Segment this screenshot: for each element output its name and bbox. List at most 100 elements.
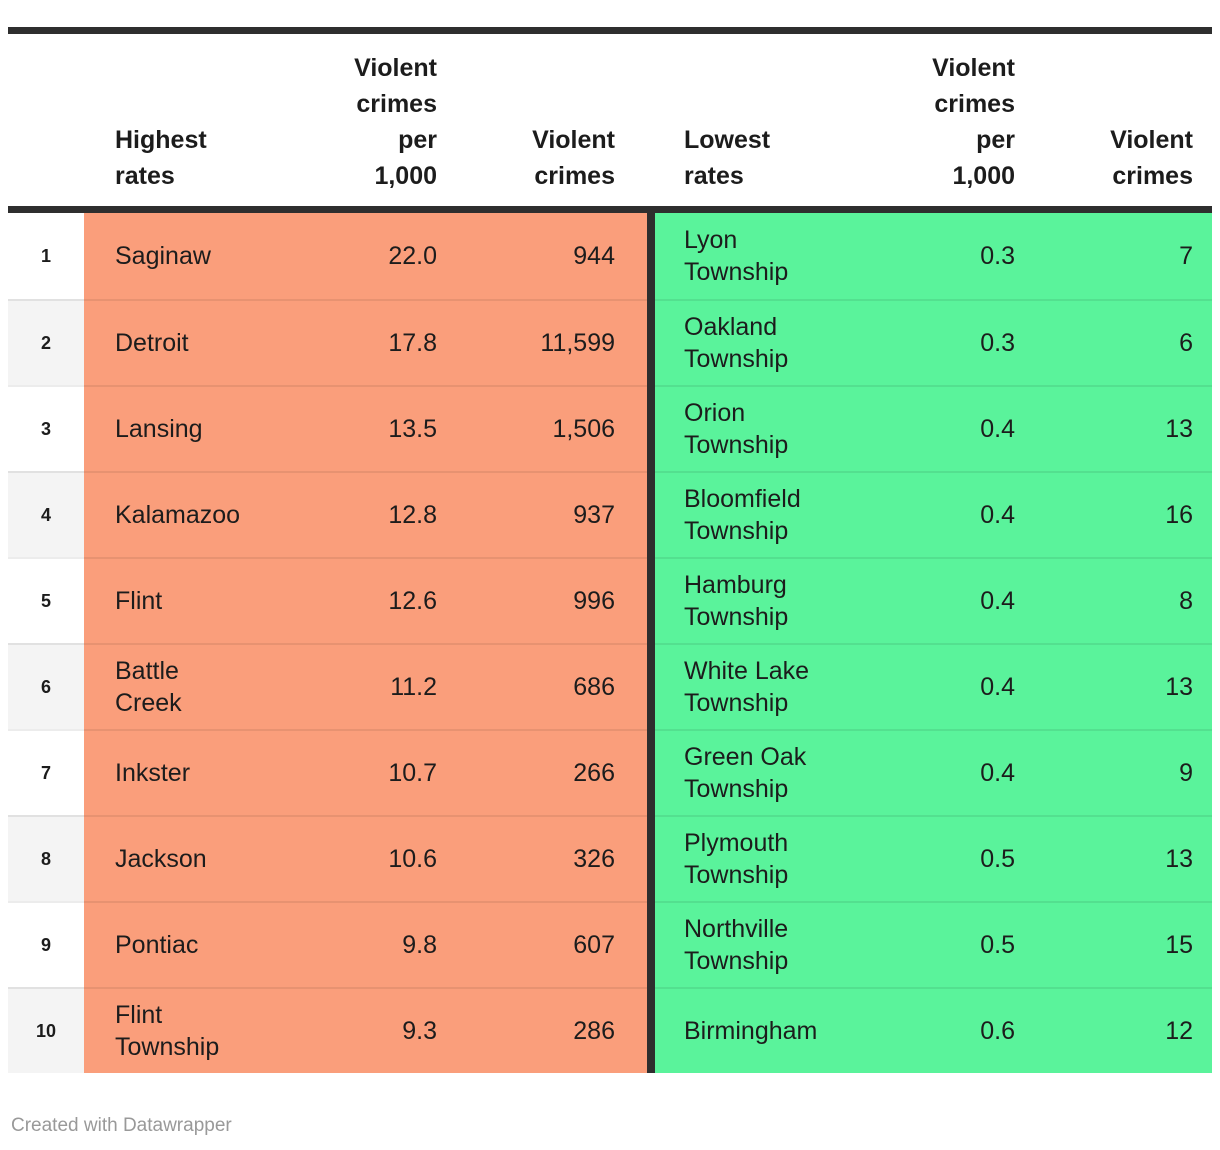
- highest-rate-cell: 9.8: [284, 901, 437, 987]
- lowest-rate-cell: 0.3: [865, 213, 1015, 299]
- lowest-name-cell: Hamburg Township: [655, 557, 865, 643]
- lowest-name-cell: Northville Township: [655, 901, 865, 987]
- section-divider: [647, 815, 655, 901]
- section-divider: [647, 213, 655, 299]
- highest-rates-header: Highest rates: [115, 126, 207, 190]
- lowest-name-cell: Green Oak Township: [655, 729, 865, 815]
- rank-cell: 3: [8, 385, 84, 471]
- lowest-name-cell: Oakland Township: [655, 299, 865, 385]
- lowest-rate-cell: 0.4: [865, 643, 1015, 729]
- lowest-violent-crimes-header: Violent crimes: [1110, 126, 1193, 190]
- table-chart: Highest rates Violent crimes per 1,000 V…: [8, 27, 1212, 1073]
- rank-header-cell: [8, 34, 84, 206]
- highest-name-cell: Inkster: [84, 729, 284, 815]
- lowest-rates-header: Lowest rates: [684, 126, 771, 190]
- lowest-crimes-cell: 12: [1015, 987, 1212, 1073]
- table-row: 5 Flint 12.6 996 Hamburg Township 0.4 8: [8, 557, 1212, 643]
- lowest-crimes-cell: 6: [1015, 299, 1212, 385]
- highest-crimes-cell: 266: [437, 729, 647, 815]
- lowest-rate-cell: 0.5: [865, 901, 1015, 987]
- rank-cell: 6: [8, 643, 84, 729]
- highest-name-cell: Pontiac: [84, 901, 284, 987]
- highest-violent-crimes-header: Violent crimes: [532, 126, 615, 190]
- lowest-crimes-cell: 8: [1015, 557, 1212, 643]
- section-divider-header-cell: [647, 34, 655, 206]
- highest-name-cell: Flint: [84, 557, 284, 643]
- lowest-crimes-cell: 13: [1015, 643, 1212, 729]
- lowest-name-cell: Birmingham: [655, 987, 865, 1073]
- highest-name-cell: Jackson: [84, 815, 284, 901]
- table-row: 6 Battle Creek 11.2 686 White Lake Towns…: [8, 643, 1212, 729]
- highest-rate-cell: 22.0: [284, 213, 437, 299]
- table-row: 7 Inkster 10.7 266 Green Oak Township 0.…: [8, 729, 1212, 815]
- rank-cell: 10: [8, 987, 84, 1073]
- highest-crimes-cell: 937: [437, 471, 647, 557]
- rank-cell: 2: [8, 299, 84, 385]
- highest-rate-cell: 12.8: [284, 471, 437, 557]
- highest-crimes-cell: 326: [437, 815, 647, 901]
- table-row: 3 Lansing 13.5 1,506 Orion Township 0.4 …: [8, 385, 1212, 471]
- highest-rate-cell: 9.3: [284, 987, 437, 1073]
- highest-crimes-cell: 944: [437, 213, 647, 299]
- highest-rate-per-1000-header: Violent crimes per 1,000: [354, 54, 437, 190]
- table-row: 9 Pontiac 9.8 607 Northville Township 0.…: [8, 901, 1212, 987]
- highest-rate-cell: 13.5: [284, 385, 437, 471]
- highest-name-cell: Flint Township: [84, 987, 284, 1073]
- highest-crimes-cell: 286: [437, 987, 647, 1073]
- highest-rate-cell: 10.7: [284, 729, 437, 815]
- rank-cell: 4: [8, 471, 84, 557]
- lowest-rate-cell: 0.6: [865, 987, 1015, 1073]
- highest-name-cell: Detroit: [84, 299, 284, 385]
- section-divider: [647, 557, 655, 643]
- section-divider: [647, 385, 655, 471]
- section-divider: [647, 299, 655, 385]
- lowest-crimes-cell: 9: [1015, 729, 1212, 815]
- table-row: 10 Flint Township 9.3 286 Birmingham 0.6…: [8, 987, 1212, 1073]
- header-separator-rule: [8, 206, 1212, 213]
- lowest-rate-cell: 0.3: [865, 299, 1015, 385]
- highest-crimes-cell: 607: [437, 901, 647, 987]
- lowest-name-cell: Bloomfield Township: [655, 471, 865, 557]
- highest-name-cell: Battle Creek: [84, 643, 284, 729]
- highest-name-cell: Lansing: [84, 385, 284, 471]
- rank-cell: 8: [8, 815, 84, 901]
- section-divider: [647, 987, 655, 1073]
- lowest-name-cell: Orion Township: [655, 385, 865, 471]
- rank-cell: 1: [8, 213, 84, 299]
- lowest-name-cell: Lyon Township: [655, 213, 865, 299]
- lowest-crimes-cell: 15: [1015, 901, 1212, 987]
- rank-cell: 9: [8, 901, 84, 987]
- highest-crimes-cell: 11,599: [437, 299, 647, 385]
- highest-rate-cell: 10.6: [284, 815, 437, 901]
- lowest-crimes-cell: 13: [1015, 815, 1212, 901]
- highest-name-cell: Kalamazoo: [84, 471, 284, 557]
- table-row: 2 Detroit 17.8 11,599 Oakland Township 0…: [8, 299, 1212, 385]
- lowest-crimes-cell: 16: [1015, 471, 1212, 557]
- highest-name-cell: Saginaw: [84, 213, 284, 299]
- lowest-rate-cell: 0.5: [865, 815, 1015, 901]
- highest-rate-cell: 17.8: [284, 299, 437, 385]
- table-row: 1 Saginaw 22.0 944 Lyon Township 0.3 7: [8, 213, 1212, 299]
- section-divider: [647, 729, 655, 815]
- lowest-crimes-cell: 13: [1015, 385, 1212, 471]
- rank-cell: 5: [8, 557, 84, 643]
- section-divider: [647, 901, 655, 987]
- highest-crimes-cell: 1,506: [437, 385, 647, 471]
- table-row: 8 Jackson 10.6 326 Plymouth Township 0.5…: [8, 815, 1212, 901]
- table-row: 4 Kalamazoo 12.8 937 Bloomfield Township…: [8, 471, 1212, 557]
- lowest-rate-cell: 0.4: [865, 471, 1015, 557]
- table-body: 1 Saginaw 22.0 944 Lyon Township 0.3 7 2…: [8, 213, 1212, 1073]
- table-header-row: Highest rates Violent crimes per 1,000 V…: [8, 34, 1212, 206]
- section-divider: [647, 471, 655, 557]
- lowest-name-cell: Plymouth Township: [655, 815, 865, 901]
- highest-crimes-cell: 686: [437, 643, 647, 729]
- rank-cell: 7: [8, 729, 84, 815]
- attribution: Created with Datawrapper: [11, 1115, 232, 1136]
- highest-rate-cell: 11.2: [284, 643, 437, 729]
- lowest-name-cell: White Lake Township: [655, 643, 865, 729]
- lowest-rate-cell: 0.4: [865, 385, 1015, 471]
- top-rule: [8, 27, 1212, 34]
- lowest-crimes-cell: 7: [1015, 213, 1212, 299]
- lowest-rate-cell: 0.4: [865, 557, 1015, 643]
- section-divider: [647, 643, 655, 729]
